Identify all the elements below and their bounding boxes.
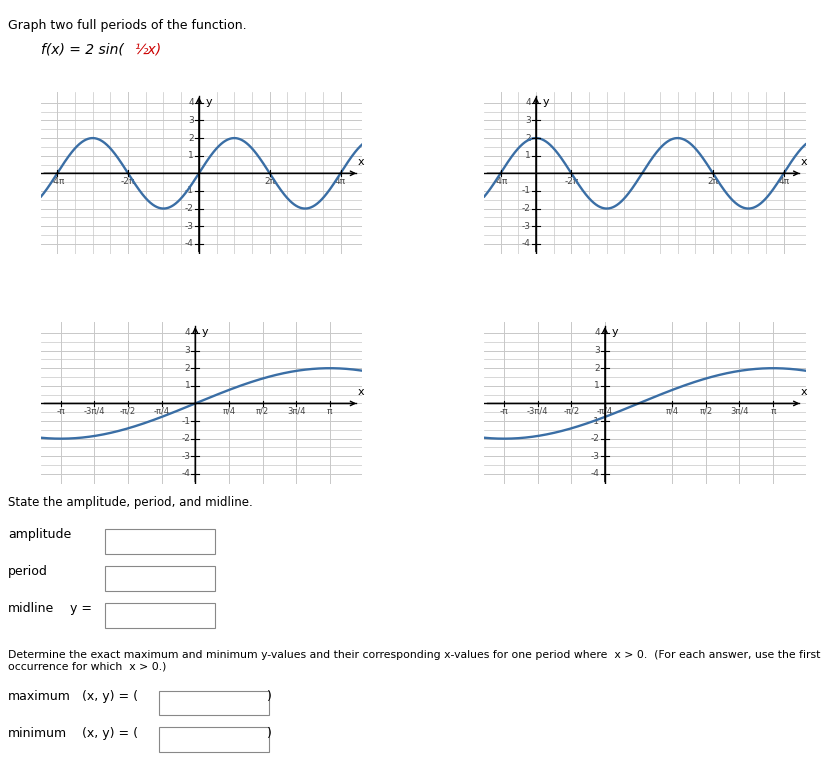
Text: -4: -4 <box>185 239 194 248</box>
Text: x: x <box>358 387 364 397</box>
Text: 2: 2 <box>185 364 190 373</box>
Text: 4π: 4π <box>778 177 789 186</box>
Text: 2: 2 <box>188 134 194 142</box>
Text: State the amplitude, period, and midline.: State the amplitude, period, and midline… <box>8 496 253 509</box>
Text: -π/2: -π/2 <box>120 407 136 416</box>
Text: π: π <box>327 407 333 416</box>
Text: -1: -1 <box>591 417 600 425</box>
Text: -1: -1 <box>182 417 190 425</box>
Text: 4π: 4π <box>335 177 346 186</box>
Text: π: π <box>770 407 776 416</box>
Text: -1: -1 <box>185 186 194 195</box>
Text: Determine the exact maximum and minimum y-values and their corresponding x-value: Determine the exact maximum and minimum … <box>8 650 820 671</box>
Text: -2: -2 <box>591 434 600 443</box>
Text: -π/2: -π/2 <box>563 407 580 416</box>
Text: 1: 1 <box>184 381 190 391</box>
Text: 4: 4 <box>185 328 190 338</box>
Text: period: period <box>8 565 48 578</box>
Text: 3: 3 <box>188 116 194 125</box>
Text: amplitude: amplitude <box>8 528 72 541</box>
Text: π/4: π/4 <box>222 407 235 416</box>
Text: -3π/4: -3π/4 <box>84 407 105 416</box>
Text: f(x) = 2 sin(: f(x) = 2 sin( <box>41 42 124 56</box>
Text: y: y <box>206 97 212 107</box>
Text: 1: 1 <box>525 151 531 160</box>
Text: π/4: π/4 <box>666 407 679 416</box>
Text: -4: -4 <box>182 469 190 478</box>
Text: -3: -3 <box>591 451 600 461</box>
Text: -4π: -4π <box>50 177 64 186</box>
Text: minimum: minimum <box>8 727 67 740</box>
Text: x: x <box>358 157 364 167</box>
Text: 3π/4: 3π/4 <box>287 407 306 416</box>
Text: (x, y) = (: (x, y) = ( <box>82 690 138 703</box>
Text: y =: y = <box>70 602 92 615</box>
Text: 2: 2 <box>525 134 531 142</box>
Text: midline: midline <box>8 602 54 615</box>
Text: -4: -4 <box>591 469 600 478</box>
Text: -1: -1 <box>522 186 531 195</box>
Text: 2: 2 <box>594 364 600 373</box>
Text: ): ) <box>267 727 272 740</box>
Text: -π: -π <box>57 407 65 416</box>
Text: 3: 3 <box>525 116 531 125</box>
Text: 4: 4 <box>188 98 194 108</box>
Text: y: y <box>543 97 549 107</box>
Text: 3: 3 <box>594 346 600 355</box>
Text: -π: -π <box>500 407 508 416</box>
Text: π/2: π/2 <box>256 407 269 416</box>
Text: ½x): ½x) <box>134 42 161 56</box>
Text: y: y <box>201 328 208 338</box>
Text: -3: -3 <box>182 451 190 461</box>
Text: y: y <box>612 328 618 338</box>
Text: -π/4: -π/4 <box>597 407 613 416</box>
Text: 2π: 2π <box>708 177 718 186</box>
Text: 1: 1 <box>188 151 194 160</box>
Text: -2π: -2π <box>564 177 579 186</box>
Text: -2π: -2π <box>121 177 136 186</box>
Text: x: x <box>801 387 807 397</box>
Text: -3: -3 <box>185 221 194 231</box>
Text: 4: 4 <box>525 98 531 108</box>
Text: -4π: -4π <box>493 177 508 186</box>
Text: Graph two full periods of the function.: Graph two full periods of the function. <box>8 19 247 32</box>
Text: -3π/4: -3π/4 <box>527 407 548 416</box>
Text: -4: -4 <box>522 239 531 248</box>
Text: 3π/4: 3π/4 <box>730 407 749 416</box>
Text: -2: -2 <box>185 204 194 213</box>
Text: ): ) <box>267 690 272 703</box>
Text: (x, y) = (: (x, y) = ( <box>82 727 138 740</box>
Text: 4: 4 <box>594 328 600 338</box>
Text: -2: -2 <box>522 204 531 213</box>
Text: x: x <box>801 157 807 167</box>
Text: -2: -2 <box>182 434 190 443</box>
Text: π/2: π/2 <box>700 407 713 416</box>
Text: 1: 1 <box>594 381 600 391</box>
Text: maximum: maximum <box>8 690 71 703</box>
Text: -π/4: -π/4 <box>154 407 169 416</box>
Text: 2π: 2π <box>264 177 275 186</box>
Text: 3: 3 <box>184 346 190 355</box>
Text: -3: -3 <box>522 221 531 231</box>
